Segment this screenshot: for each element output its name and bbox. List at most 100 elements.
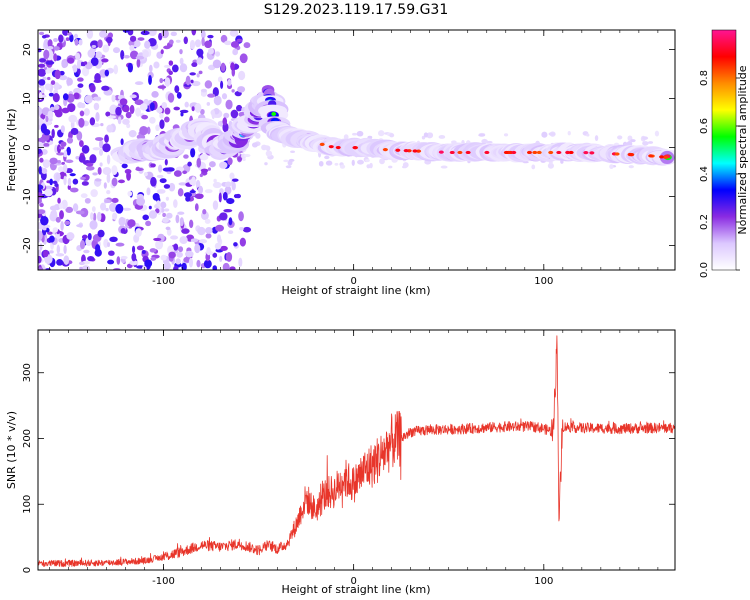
spectrogram-blob bbox=[95, 244, 101, 253]
spectrogram-blob bbox=[162, 217, 169, 223]
spectrogram-blob bbox=[75, 52, 81, 61]
spectrogram-blob bbox=[126, 171, 131, 181]
spectrogram-blob bbox=[45, 60, 55, 65]
spectrogram-blob bbox=[232, 48, 239, 56]
spectrogram-blob bbox=[122, 118, 130, 125]
spectrogram-blob bbox=[38, 267, 44, 270]
spectrogram-blob bbox=[156, 189, 166, 194]
snr-x-tick-label: 0 bbox=[350, 576, 356, 587]
spectrogram-blob bbox=[41, 34, 47, 39]
spectrogram-blob bbox=[55, 173, 60, 183]
spectrogram-blob bbox=[66, 137, 74, 144]
spectrogram-blob bbox=[60, 125, 65, 133]
spectrogram-blob bbox=[53, 38, 58, 43]
spectrogram-blob bbox=[334, 162, 339, 166]
spectrogram-blob bbox=[95, 137, 104, 141]
spectrogram-blob bbox=[251, 142, 258, 148]
spectrogram-blob bbox=[156, 174, 164, 178]
spectrogram-blob bbox=[586, 133, 590, 137]
spectrogram-blob bbox=[567, 130, 571, 136]
spectrogram-blob bbox=[212, 200, 219, 210]
spectrogram-blob bbox=[129, 260, 139, 266]
spectrogram-blob bbox=[412, 149, 418, 153]
spectrogram-blob bbox=[164, 107, 171, 115]
spectrogram-blob bbox=[503, 150, 509, 155]
snr-y-tick-label: 0 bbox=[22, 567, 33, 573]
spectrogram-y-tick-label: -20 bbox=[22, 237, 33, 253]
spectrogram-blob bbox=[65, 37, 70, 42]
spectrogram-blob bbox=[379, 158, 385, 165]
spectrogram-blob bbox=[548, 132, 556, 136]
spectrogram-blob bbox=[176, 251, 183, 258]
spectrogram-blob bbox=[185, 75, 191, 86]
spectrogram-x-label: Height of straight line (km) bbox=[281, 284, 430, 297]
spectrogram-blob bbox=[187, 161, 192, 167]
spectrogram-blob bbox=[642, 136, 649, 140]
spectrogram-blob bbox=[511, 150, 517, 155]
spectrogram-blob bbox=[76, 59, 82, 70]
spectrogram-blob bbox=[166, 212, 173, 219]
figure-title: S129.2023.119.17.59.G31 bbox=[264, 2, 449, 18]
spectrogram-blob bbox=[77, 83, 84, 88]
spectrogram-blob bbox=[227, 79, 232, 87]
spectrogram-x-tick-label: 100 bbox=[534, 276, 553, 287]
spectrogram-blob bbox=[76, 131, 83, 141]
spectrogram-blob bbox=[185, 250, 194, 258]
spectrogram-blob bbox=[90, 212, 94, 220]
spectrogram-blob bbox=[75, 210, 85, 215]
spectrogram-blob bbox=[180, 112, 184, 117]
spectrogram-blob bbox=[38, 197, 42, 204]
spectrogram-blob bbox=[565, 150, 571, 155]
spectrogram-blob bbox=[60, 221, 64, 231]
spectrogram-blob bbox=[86, 30, 94, 39]
spectrogram-blob bbox=[228, 217, 233, 226]
spectrogram-blob bbox=[175, 39, 181, 43]
spectrogram-blob bbox=[343, 134, 349, 140]
spectrogram-blob bbox=[123, 54, 130, 59]
spectrogram-blob bbox=[112, 47, 121, 54]
spectrogram-blob bbox=[104, 199, 111, 204]
spectrogram-blob bbox=[238, 70, 246, 81]
spectrogram-blob bbox=[89, 84, 96, 93]
spectrogram-blob bbox=[67, 31, 72, 36]
spectrogram-blob bbox=[43, 249, 49, 258]
spectrogram-blob bbox=[204, 80, 213, 89]
spectrogram-blob bbox=[196, 157, 202, 168]
spectrogram-blob bbox=[236, 38, 243, 43]
spectrogram-blob bbox=[627, 152, 633, 157]
spectrogram-blob bbox=[64, 220, 71, 226]
spectrogram-blob bbox=[222, 262, 230, 270]
spectrogram-blob bbox=[325, 160, 333, 166]
spectrogram-blob bbox=[200, 30, 206, 39]
spectrogram-blob bbox=[61, 107, 70, 114]
spectrogram-blob bbox=[324, 155, 330, 160]
spectrogram-blob bbox=[207, 167, 211, 171]
spectrogram-blob bbox=[319, 142, 325, 146]
spectrogram-blob bbox=[89, 220, 98, 230]
spectrogram-blob bbox=[628, 165, 634, 169]
spectrogram-blob bbox=[127, 219, 136, 228]
spectrogram-blob bbox=[220, 80, 224, 89]
spectrogram-blob bbox=[164, 158, 168, 166]
spectrogram-blob bbox=[150, 163, 156, 168]
spectrogram-blob bbox=[283, 159, 289, 163]
spectrogram-blob bbox=[182, 170, 188, 175]
spectrogram-blob bbox=[239, 227, 244, 231]
spectrogram-blob bbox=[51, 128, 55, 139]
spectrogram-blob bbox=[265, 150, 273, 157]
spectrogram-blob bbox=[116, 256, 121, 265]
spectrogram-blob bbox=[61, 161, 66, 165]
colorbar-gradient bbox=[712, 30, 736, 270]
spectrogram-blob bbox=[200, 88, 207, 93]
spectrogram-blob bbox=[179, 63, 188, 73]
spectrogram-blob bbox=[76, 224, 83, 228]
spectrogram-blob bbox=[148, 205, 152, 210]
spectrogram-blob bbox=[106, 154, 111, 165]
spectrogram-blob bbox=[215, 51, 221, 57]
spectrogram-blob bbox=[630, 139, 636, 143]
spectrogram-blob bbox=[229, 266, 236, 270]
spectrogram-blob bbox=[231, 89, 235, 93]
snr-x-label: Height of straight line (km) bbox=[281, 583, 430, 596]
spectrogram-blob bbox=[38, 124, 41, 131]
spectrogram-blob bbox=[129, 94, 137, 99]
